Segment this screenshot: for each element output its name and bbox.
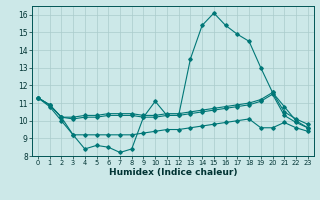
X-axis label: Humidex (Indice chaleur): Humidex (Indice chaleur)	[108, 168, 237, 177]
